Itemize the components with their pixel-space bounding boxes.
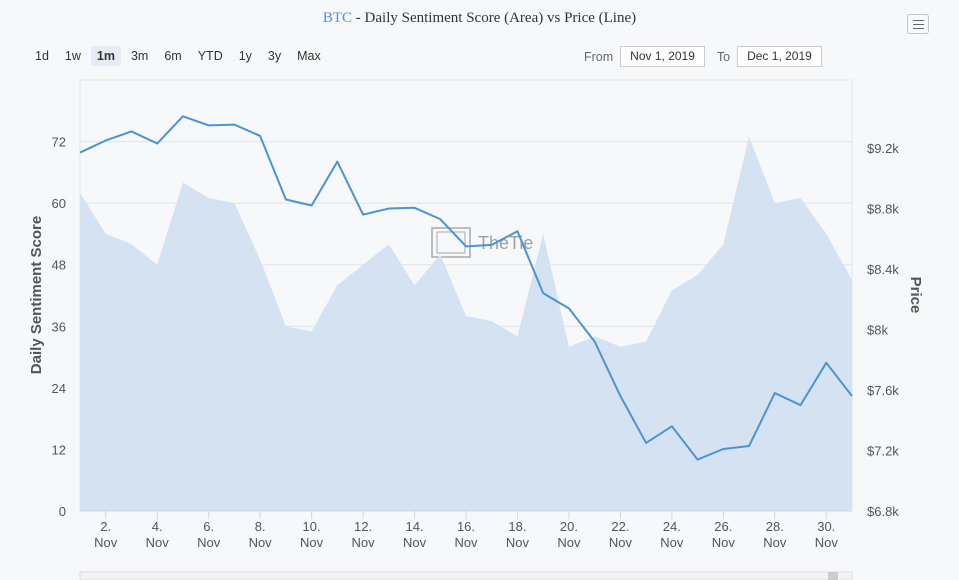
y-left-tick-label: 0 (59, 504, 66, 519)
y-right-tick-label: $8.4k (867, 262, 899, 277)
x-tick-label-month: Nov (300, 535, 324, 550)
range-button-3m[interactable]: 3m (130, 49, 149, 63)
x-tick-label-month: Nov (712, 535, 736, 550)
y-left-axis-title: Daily Sentiment Score (28, 216, 45, 374)
x-tick-label-day: 24. (663, 519, 681, 534)
to-date-input[interactable]: Dec 1, 2019 (737, 46, 822, 67)
navigator-handle[interactable] (828, 572, 838, 580)
y-left-tick-label: 36 (52, 319, 66, 334)
x-tick-label-month: Nov (454, 535, 478, 550)
y-right-tick-label: $7.6k (867, 383, 899, 398)
y-right-tick-label: $7.2k (867, 444, 899, 459)
range-button-6m[interactable]: 6m (164, 49, 182, 63)
x-tick-label-day: 6. (203, 519, 214, 534)
y-left-tick-label: 72 (52, 135, 66, 150)
range-button-1y[interactable]: 1y (238, 49, 252, 63)
y-left-tick-label: 48 (52, 258, 66, 273)
hamburger-icon[interactable] (907, 14, 929, 34)
x-tick-label-month: Nov (815, 535, 839, 550)
y-right-tick-label: $8k (867, 323, 888, 338)
chart-title: BTC - Daily Sentiment Score (Area) vs Pr… (0, 10, 959, 27)
x-tick-label-month: Nov (557, 535, 581, 550)
range-selector: 1d 1w 1m 3m 6m YTD 1y 3y Max (29, 46, 331, 66)
x-tick-label-day: 2. (100, 519, 111, 534)
y-left-tick-label: 60 (52, 196, 66, 211)
range-button-max[interactable]: Max (297, 49, 321, 63)
x-tick-label-day: 22. (611, 519, 629, 534)
x-tick-label-month: Nov (763, 535, 787, 550)
x-tick-label-day: 14. (405, 519, 423, 534)
y-right-axis-title: Price (907, 277, 924, 314)
x-tick-label-month: Nov (609, 535, 633, 550)
y-right-tick-label: $9.2k (867, 141, 899, 156)
x-tick-label-month: Nov (146, 535, 170, 550)
x-tick-label-day: 4. (152, 519, 163, 534)
to-label: To (716, 49, 731, 64)
date-range-inputs: From Nov 1, 2019 To Dec 1, 2019 (584, 46, 834, 67)
y-right-tick-label: $8.8k (867, 202, 899, 217)
from-date-input[interactable]: Nov 1, 2019 (620, 46, 705, 67)
x-tick-label-month: Nov (94, 535, 118, 550)
y-left-tick-label: 12 (52, 442, 66, 457)
x-tick-label-day: 20. (560, 519, 578, 534)
chart-title-text: - Daily Sentiment Score (Area) vs Price … (352, 10, 637, 26)
chart-title-ticker[interactable]: BTC (322, 10, 353, 26)
price-line-series[interactable] (79, 115, 853, 461)
range-button-1d[interactable]: 1d (35, 49, 49, 63)
range-button-1w[interactable]: 1w (64, 49, 81, 63)
x-tick-label-day: 10. (303, 519, 321, 534)
range-button-3y[interactable]: 3y (267, 49, 282, 63)
y-left-tick-label: 24 (52, 381, 66, 396)
x-tick-label-day: 18. (508, 519, 526, 534)
navigator-strip[interactable] (79, 571, 853, 580)
x-tick-label-month: Nov (249, 535, 273, 550)
x-tick-label-day: 16. (457, 519, 475, 534)
x-tick-label-month: Nov (660, 535, 684, 550)
range-button-1m[interactable]: 1m (90, 46, 121, 66)
x-tick-label-month: Nov (506, 535, 530, 550)
from-label: From (584, 49, 614, 64)
x-tick-label-day: 12. (354, 519, 372, 534)
sentiment-area-series[interactable] (80, 136, 852, 511)
range-button-ytd[interactable]: YTD (197, 49, 223, 63)
x-tick-label-month: Nov (352, 535, 376, 550)
y-right-tick-label: $6.8k (867, 504, 899, 519)
x-tick-label-month: Nov (197, 535, 221, 550)
x-tick-label-day: 8. (255, 519, 266, 534)
x-tick-label-day: 28. (766, 519, 784, 534)
x-tick-label-day: 30. (817, 519, 835, 534)
x-tick-label-month: Nov (403, 535, 427, 550)
x-tick-label-day: 26. (714, 519, 732, 534)
